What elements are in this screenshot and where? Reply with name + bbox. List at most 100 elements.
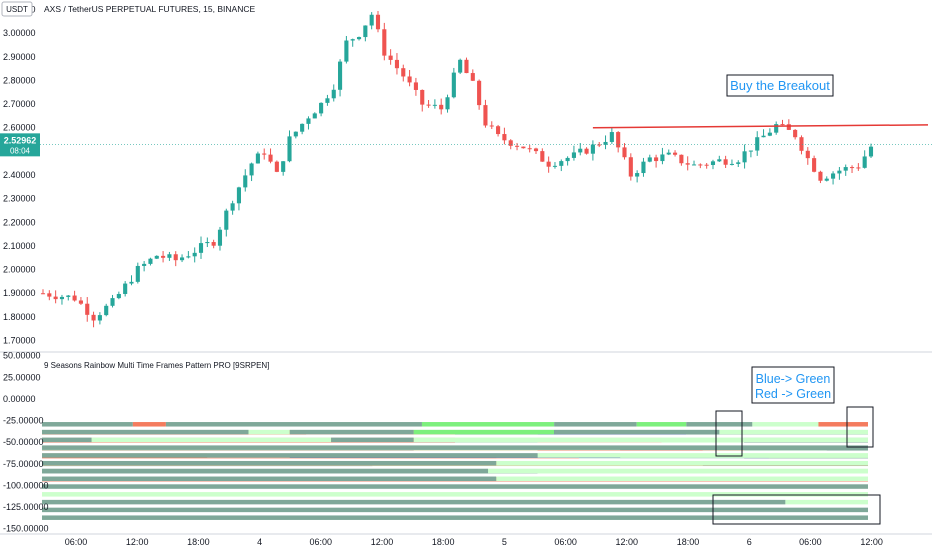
candle-body — [521, 146, 526, 149]
price-tick-label: 2.40000 — [3, 170, 36, 180]
indicator-tick-label: -100.00000 — [3, 480, 49, 490]
candle-body — [262, 153, 267, 155]
time-tick-label: 6 — [747, 537, 752, 547]
indicator-bar-segment — [42, 515, 868, 520]
price-tick-label: 2.60000 — [3, 123, 36, 133]
candle-body — [458, 59, 463, 73]
price-tick-label: 2.90000 — [3, 52, 36, 62]
currency-badge-text: USDT — [6, 5, 28, 14]
candle-body — [350, 39, 355, 41]
price-tick-label: 2.80000 — [3, 75, 36, 85]
indicator-tick-label: -125.00000 — [3, 502, 49, 512]
candle-body — [445, 97, 450, 110]
time-tick-label: 18:00 — [187, 537, 210, 547]
candle-body — [527, 148, 532, 150]
indicator-bar-segment — [42, 507, 868, 513]
candle-body — [198, 243, 204, 253]
candle-body — [590, 144, 595, 154]
candle-body — [338, 61, 343, 90]
candle-body — [192, 252, 197, 257]
candle-body — [483, 105, 488, 126]
time-tick-label: 18:00 — [677, 537, 700, 547]
candle-body — [135, 265, 140, 282]
candle-body — [603, 141, 608, 145]
candle-body — [540, 151, 545, 162]
time-tick-label: 06:00 — [65, 537, 88, 547]
candles — [40, 11, 874, 328]
candle-body — [116, 293, 121, 299]
candle-body — [584, 148, 589, 154]
candle-body — [388, 55, 393, 60]
annotation-text: Buy the Breakout — [730, 78, 830, 93]
highlight-box — [846, 406, 874, 448]
candle-body — [439, 104, 444, 110]
candle-body — [704, 164, 709, 166]
candle-body — [685, 163, 690, 165]
indicator-bar-segment — [554, 429, 720, 435]
candle-body — [179, 257, 185, 261]
candle-body — [502, 134, 507, 141]
candle-body — [691, 164, 697, 166]
candle-body — [546, 161, 551, 167]
currency-badge — [1, 1, 33, 17]
indicator-tick-label: 25.00000 — [3, 372, 41, 382]
candle-body — [774, 124, 779, 133]
candle-body — [205, 242, 210, 244]
candle-body — [654, 157, 659, 162]
candle-body — [230, 203, 235, 211]
candle-body — [755, 137, 760, 151]
indicator-bar-segment — [554, 422, 637, 427]
candle-body — [729, 163, 735, 165]
indicator-bar-segment — [421, 422, 555, 427]
candle-body — [831, 173, 836, 179]
indicator-bars — [42, 422, 868, 520]
indicator-bar-segment — [42, 476, 497, 482]
indicator-bar-segment — [413, 437, 868, 443]
annotation-box — [726, 74, 834, 97]
candle-body — [514, 145, 520, 147]
indicator-bar-segment — [42, 499, 786, 505]
candle-body — [407, 76, 412, 83]
indicator-tick-label: -150.00000 — [3, 524, 49, 534]
indicator-bar-segment — [488, 468, 868, 474]
candle-body — [236, 187, 241, 204]
candle-body — [609, 132, 614, 142]
candle-body — [426, 104, 431, 106]
candle-body — [255, 153, 260, 164]
candle-body — [331, 89, 336, 99]
candle-body — [464, 59, 469, 74]
price-label-box — [0, 133, 40, 157]
candle-body — [274, 161, 279, 172]
price-tick-label: 2.20000 — [3, 217, 36, 227]
candle-body — [243, 175, 248, 188]
time-tick-label: 06:00 — [799, 537, 822, 547]
candle-body — [786, 124, 791, 130]
indicator-bar-segment — [719, 429, 868, 435]
chart-title: AXS / TetherUS PERPETUAL FUTURES, 15, BI… — [44, 4, 255, 14]
candle-body — [401, 68, 406, 77]
candle-body — [805, 150, 810, 159]
candle-body — [673, 152, 678, 155]
candle-body — [173, 254, 178, 261]
price-tick-label: 1.70000 — [3, 336, 36, 346]
candle-body — [818, 171, 823, 181]
indicator-bar-segment — [248, 429, 290, 435]
candle-body — [268, 154, 273, 162]
highlight-box — [715, 410, 743, 457]
indicator-title: 9 Seasons Rainbow Multi Time Frames Patt… — [44, 361, 269, 370]
indicator-bar-segment — [42, 460, 497, 466]
indicator-tick-label: -50.00000 — [3, 437, 44, 447]
price-tick-label: 2.70000 — [3, 99, 36, 109]
time-tick-label: 18:00 — [432, 537, 455, 547]
indicator-bar-segment — [752, 422, 819, 427]
indicator-bar-segment — [42, 453, 538, 458]
indicator-bar-segment — [42, 484, 868, 489]
candle-body — [571, 152, 576, 158]
time-tick-label: 06:00 — [554, 537, 577, 547]
candle-body — [287, 136, 292, 162]
candle-body — [666, 152, 671, 155]
indicator-bar-segment — [42, 422, 133, 427]
candle-body — [597, 144, 602, 146]
candle-body — [616, 132, 621, 148]
